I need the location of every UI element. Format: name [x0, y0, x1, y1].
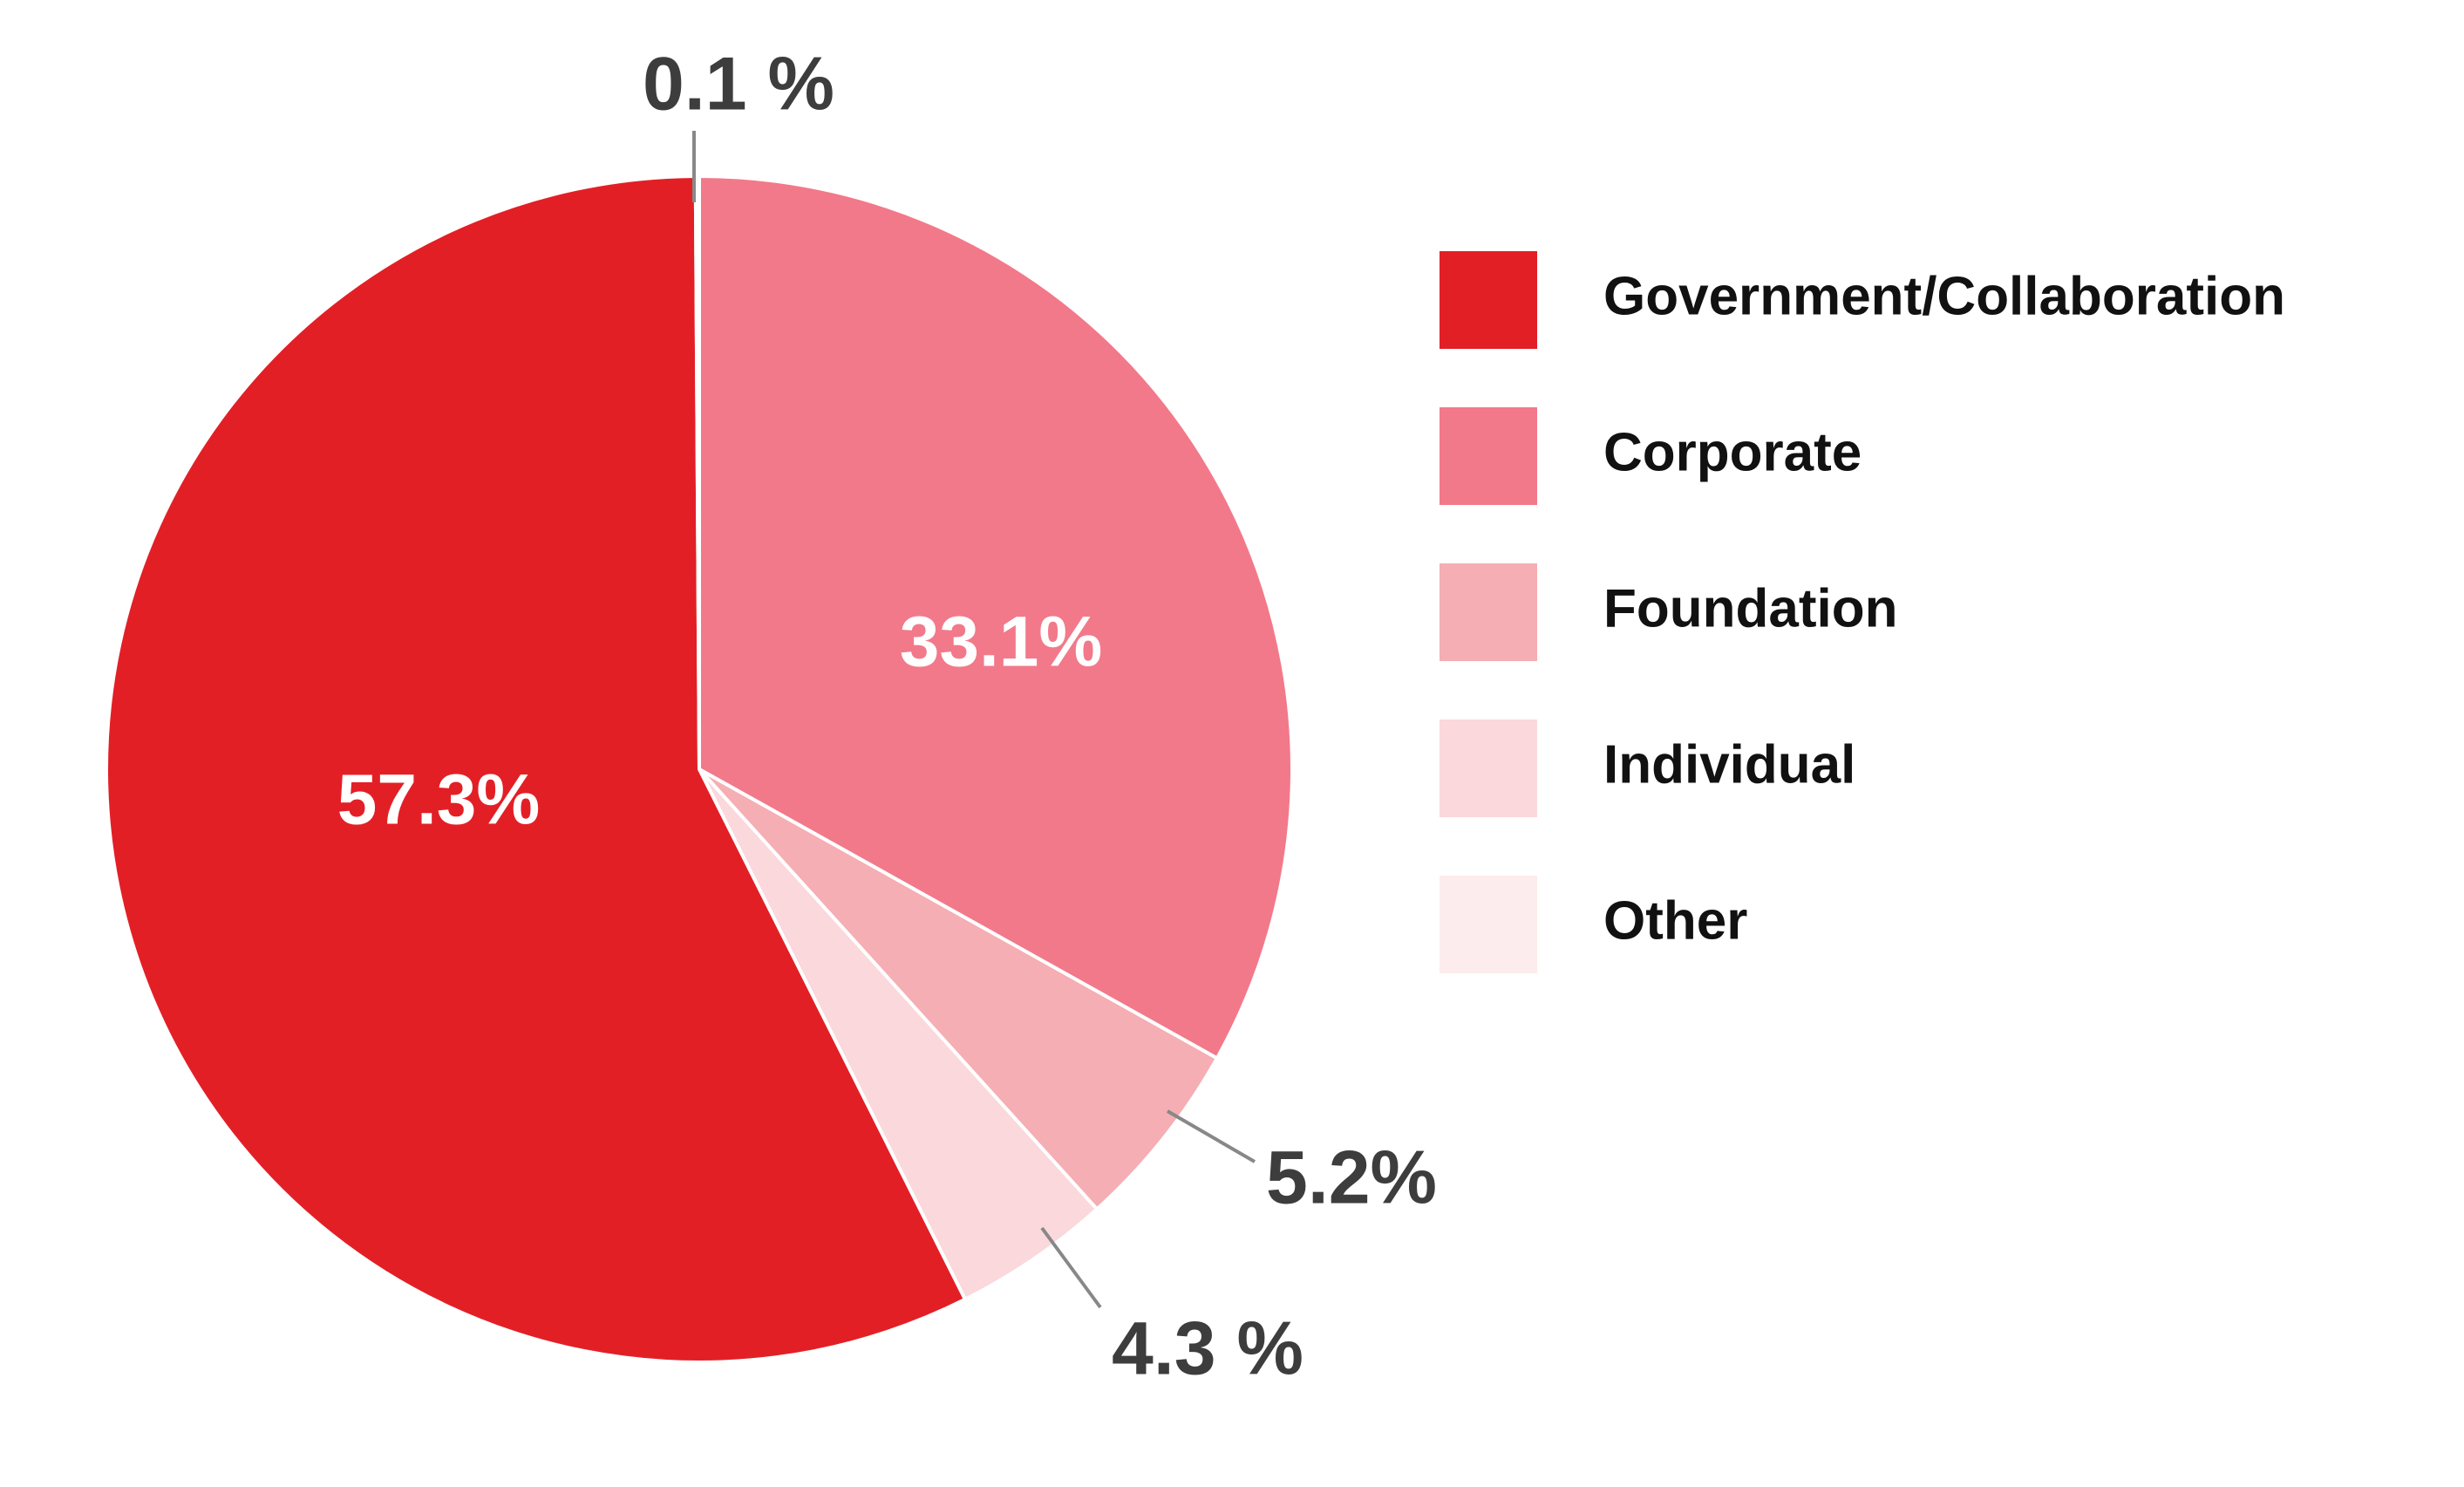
data-label: 0.1 %: [643, 43, 834, 126]
pie-slice: [698, 174, 1294, 1061]
pie-slice: [104, 174, 968, 1364]
legend-swatch: [1440, 251, 1537, 349]
pie-slice: [698, 767, 1099, 1302]
legend-swatch: [1440, 407, 1537, 505]
legend-swatch: [1440, 876, 1537, 973]
data-label: 33.1%: [900, 603, 1103, 682]
data-label: 5.2%: [1266, 1136, 1437, 1220]
legend-label: Individual: [1603, 734, 1855, 795]
pie-slice: [698, 767, 1220, 1212]
legend-label: Corporate: [1603, 422, 1862, 482]
legend-label: Government/Collaboration: [1603, 266, 2285, 326]
data-label: 4.3 %: [1112, 1307, 1303, 1391]
legend-swatch: [1440, 563, 1537, 661]
legend-label: Other: [1603, 890, 1747, 951]
data-label: 57.3%: [337, 761, 541, 840]
legend-swatch: [1440, 720, 1537, 817]
leader-line: [1040, 1226, 1102, 1309]
leader-line: [1166, 1109, 1256, 1163]
legend-label: Foundation: [1603, 578, 1897, 638]
